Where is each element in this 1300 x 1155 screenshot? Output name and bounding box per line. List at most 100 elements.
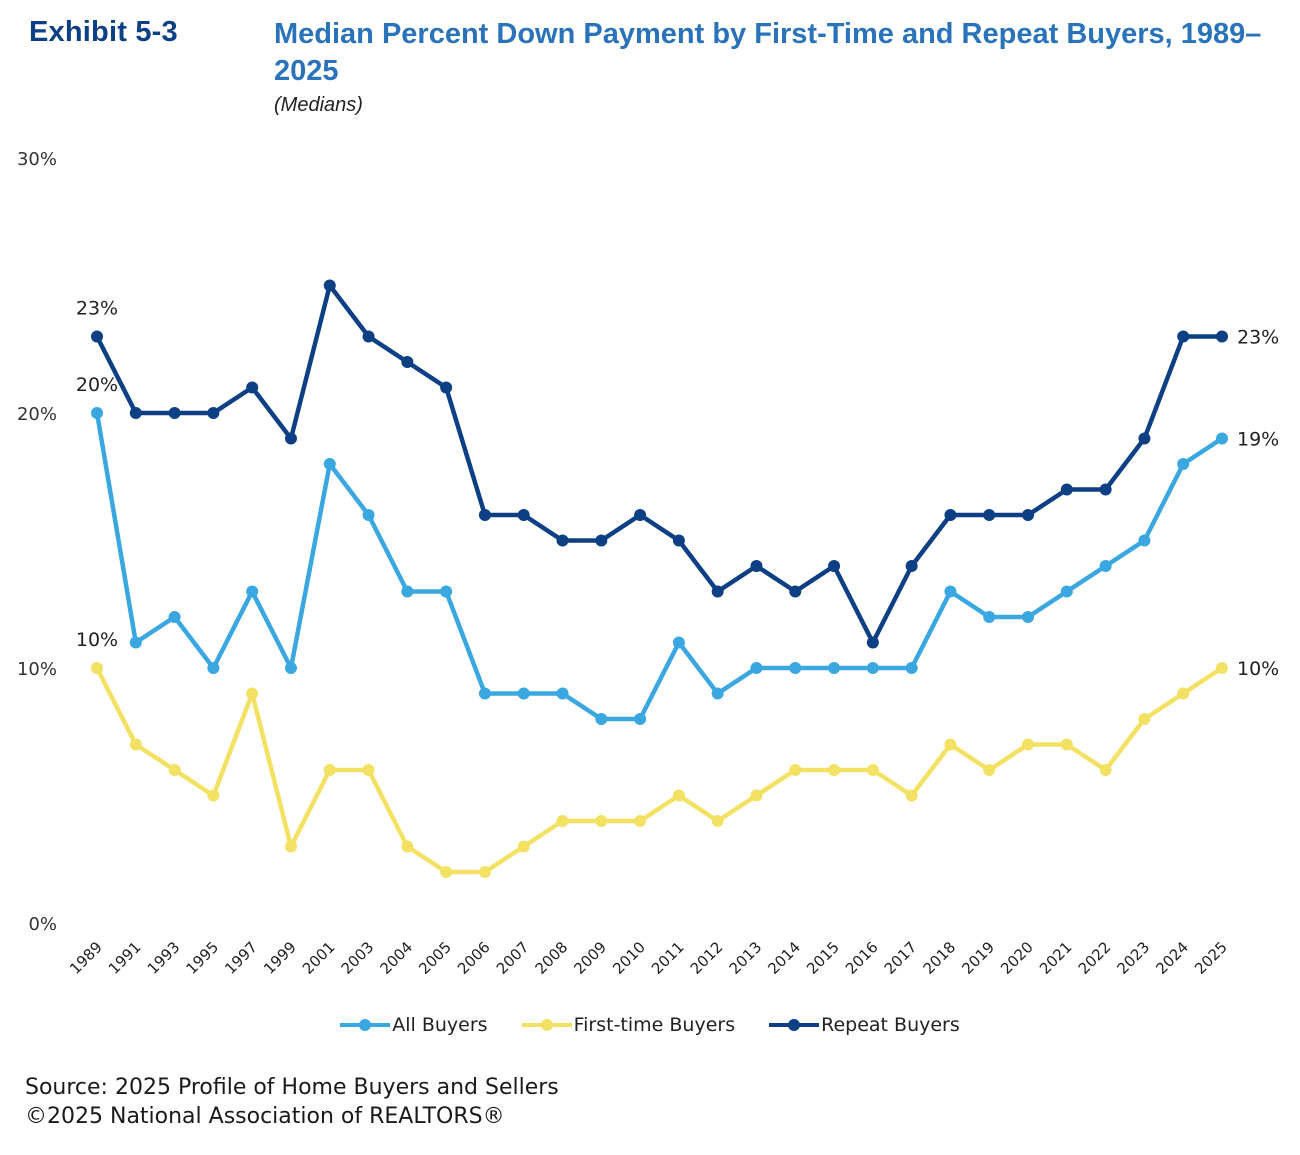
first-time-buyers-point — [129, 738, 142, 751]
first-time-buyers-point — [1099, 764, 1112, 776]
x-tick-label: 2015 — [803, 938, 843, 978]
first-time-buyers-point — [711, 815, 724, 827]
all-buyers-point — [168, 611, 181, 623]
all-buyers-point — [1138, 534, 1151, 547]
all-buyers-point — [672, 636, 685, 649]
all-buyers-point — [828, 662, 841, 674]
first-time-buyers-point — [478, 866, 491, 878]
first-time-buyers-point — [672, 789, 685, 802]
all-buyers-point — [246, 585, 259, 598]
first-time-buyers-point — [323, 764, 336, 776]
repeat-buyers-point — [1216, 330, 1228, 343]
repeat-buyers-point — [789, 585, 802, 598]
repeat-buyers-point — [1138, 432, 1151, 445]
all-buyers-point — [207, 662, 220, 674]
first-time-buyers-point — [1138, 713, 1151, 725]
all-buyers-point — [556, 687, 569, 700]
repeat-buyers-point — [983, 509, 996, 521]
repeat-buyers-data-label: 23% — [1237, 327, 1279, 349]
x-tick-label: 2017 — [881, 938, 921, 978]
first-time-buyers-point — [1177, 687, 1190, 700]
source-note: Source: 2025 Profile of Home Buyers and … — [25, 1073, 559, 1131]
repeat-buyers-point — [478, 509, 491, 521]
first-time-buyers-point — [750, 789, 763, 802]
repeat-buyers-point — [362, 330, 375, 343]
series-all-buyers — [91, 407, 1228, 725]
chart-title: Median Percent Down Payment by First-Tim… — [274, 18, 1262, 87]
x-tick-label: 1999 — [260, 938, 300, 978]
repeat-buyers-point — [168, 407, 181, 419]
x-tick-label: 2019 — [958, 938, 998, 978]
repeat-buyers-point — [595, 534, 608, 547]
repeat-buyers-point — [556, 534, 569, 547]
repeat-buyers-point — [323, 279, 336, 292]
x-tick-label: 1997 — [221, 938, 261, 978]
all-buyers-point — [517, 687, 530, 700]
all-buyers-data-label: 20% — [76, 374, 118, 396]
first-time-buyers-data-label: 10% — [1237, 658, 1279, 680]
all-buyers-point — [91, 407, 103, 419]
all-buyers-point — [750, 662, 763, 674]
x-tick-label: 1991 — [105, 938, 145, 978]
all-buyers-point — [944, 585, 957, 598]
first-time-buyers-point — [246, 687, 259, 700]
first-time-buyers-point — [789, 764, 802, 776]
all-buyers-point — [789, 662, 802, 674]
chart-subtitle: (Medians) — [274, 94, 363, 116]
repeat-buyers-point — [246, 381, 259, 394]
all-buyers-point — [1177, 458, 1190, 470]
all-buyers-line — [94, 412, 1224, 722]
repeat-buyers-point — [401, 356, 414, 368]
repeat-buyers-point — [440, 381, 453, 394]
x-tick-label: 2023 — [1114, 938, 1154, 978]
series-repeat-buyers — [91, 279, 1228, 649]
repeat-buyers-point — [207, 407, 220, 419]
all-buyers-point — [323, 458, 336, 470]
exhibit-number: Exhibit 5-3 — [29, 16, 178, 48]
repeat-buyers-point — [91, 330, 103, 343]
line-chart: 0% 10% 20% 30% 1989 1991 1993 1995 1997 1999 2001… — [17, 149, 1279, 978]
first-time-buyers-line — [94, 666, 1224, 875]
legend: All Buyers First-time Buyers Repeat Buyers — [0, 1014, 1300, 1036]
data-labels: 10% 10% 20% 19% 23% 23% — [76, 298, 1279, 681]
all-buyers-point — [478, 687, 491, 700]
repeat-buyers-point — [711, 585, 724, 598]
repeat-buyers-point — [866, 636, 879, 649]
first-time-buyers-point — [983, 764, 996, 776]
x-tick-label: 2004 — [376, 938, 416, 978]
all-buyers-point — [866, 662, 879, 674]
repeat-buyers-point — [1177, 330, 1190, 343]
all-buyers-point — [362, 509, 375, 521]
x-tick-label: 2007 — [493, 938, 533, 978]
all-buyers-point — [129, 636, 142, 649]
y-tick-label: 30% — [17, 149, 57, 170]
series-first-time-buyers — [91, 662, 1228, 878]
x-tick-label: 1993 — [144, 938, 184, 978]
repeat-buyers-point — [1099, 483, 1112, 496]
first-time-buyers-point — [401, 840, 414, 853]
first-time-buyers-point — [595, 815, 608, 827]
repeat-buyers-data-label: 23% — [76, 298, 118, 320]
repeat-buyers-point — [284, 432, 297, 445]
x-tick-label: 1995 — [182, 938, 222, 978]
all-buyers-point — [711, 687, 724, 700]
first-time-buyers-point — [284, 840, 297, 853]
all-buyers-point — [1216, 432, 1228, 445]
source-text: Source: 2025 Profile of Home Buyers and … — [25, 1075, 559, 1100]
x-tick-label: 2014 — [764, 938, 804, 978]
first-time-buyers-point — [634, 815, 647, 827]
first-time-buyers-point — [944, 738, 957, 751]
all-buyers-point — [905, 662, 918, 674]
first-time-buyers-data-label: 10% — [76, 629, 118, 651]
legend-item-repeat-buyers: Repeat Buyers — [769, 1014, 960, 1036]
x-tick-label: 2001 — [299, 938, 339, 978]
first-time-buyers-point — [1060, 738, 1073, 751]
repeat-buyers-point — [750, 560, 763, 572]
x-tick-label: 2018 — [920, 938, 960, 978]
x-tick-label: 2016 — [842, 938, 882, 978]
legend-line-marker-icon — [521, 1014, 572, 1036]
y-tick-label: 10% — [17, 659, 57, 680]
x-tick-label: 2010 — [609, 938, 649, 978]
first-time-buyers-point — [517, 840, 530, 853]
first-time-buyers-point — [905, 789, 918, 802]
